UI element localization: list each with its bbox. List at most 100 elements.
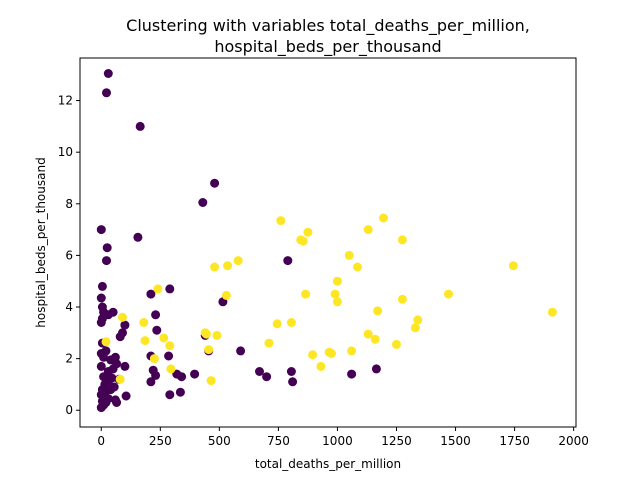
data-point-cluster-0 — [146, 289, 156, 299]
data-point-cluster-1 — [327, 349, 336, 358]
data-point-cluster-0 — [146, 377, 156, 387]
data-point-cluster-1 — [363, 329, 373, 339]
data-point-cluster-1 — [332, 297, 342, 307]
y-axis-label: hospital_beds_per_thousand — [34, 157, 48, 327]
y-axis: 0 2 4 6 8 10 12 — [58, 94, 80, 417]
data-point-cluster-1 — [286, 318, 296, 327]
x-tick-label: 2000 — [558, 434, 589, 448]
data-point-cluster-1 — [115, 374, 125, 384]
chart-title-line-2: hospital_beds_per_thousand — [214, 37, 441, 57]
data-point-cluster-0 — [121, 391, 131, 401]
data-point-cluster-1 — [508, 261, 518, 271]
data-point-cluster-1 — [444, 289, 453, 299]
data-point-cluster-0 — [96, 293, 106, 303]
data-point-cluster-1 — [200, 328, 210, 338]
data-point-cluster-1 — [332, 276, 342, 286]
data-point-cluster-1 — [303, 227, 313, 237]
points-layer — [96, 69, 557, 413]
data-point-cluster-0 — [190, 369, 200, 379]
data-point-cluster-1 — [316, 361, 326, 371]
x-tick-label: 1250 — [381, 434, 412, 448]
x-tick-label: 500 — [208, 434, 231, 448]
data-point-cluster-0 — [96, 318, 106, 327]
data-point-cluster-1 — [233, 256, 243, 266]
data-point-cluster-1 — [204, 345, 214, 355]
data-point-cluster-1 — [298, 236, 308, 246]
y-tick-label: 0 — [65, 403, 73, 417]
x-axis-label: total_deaths_per_million — [255, 457, 401, 471]
data-point-cluster-1 — [149, 354, 159, 364]
y-tick-label: 10 — [58, 145, 73, 159]
data-point-cluster-1 — [308, 350, 318, 360]
data-point-cluster-1 — [397, 235, 407, 245]
data-point-cluster-0 — [135, 121, 145, 131]
data-point-cluster-0 — [101, 346, 111, 356]
data-point-cluster-1 — [276, 216, 286, 226]
data-point-cluster-1 — [272, 319, 282, 329]
data-point-cluster-1 — [118, 312, 127, 322]
data-point-cluster-1 — [301, 289, 311, 299]
data-point-cluster-1 — [264, 338, 274, 348]
x-tick-label: 750 — [267, 434, 290, 448]
data-point-cluster-0 — [236, 346, 246, 356]
data-point-cluster-1 — [373, 306, 383, 316]
data-point-cluster-0 — [371, 364, 381, 374]
data-point-cluster-0 — [151, 310, 161, 320]
data-point-cluster-0 — [210, 178, 220, 188]
data-point-cluster-1 — [139, 318, 149, 327]
data-point-cluster-0 — [288, 377, 298, 387]
data-point-cluster-0 — [112, 359, 122, 369]
data-point-cluster-0 — [120, 361, 130, 371]
data-point-cluster-0 — [164, 351, 174, 361]
data-point-cluster-1 — [101, 337, 111, 347]
data-point-cluster-0 — [165, 284, 175, 294]
data-point-cluster-0 — [112, 398, 122, 407]
data-point-cluster-0 — [262, 372, 272, 382]
y-tick-label: 6 — [65, 248, 73, 262]
data-point-cluster-1 — [210, 262, 220, 272]
data-point-cluster-1 — [330, 289, 340, 299]
data-point-cluster-0 — [165, 390, 175, 400]
plot-area-frame — [79, 57, 577, 428]
data-point-cluster-0 — [347, 369, 357, 379]
x-tick-label: 1750 — [499, 434, 530, 448]
data-point-cluster-1 — [370, 334, 380, 344]
data-point-cluster-0 — [108, 307, 118, 317]
data-point-cluster-0 — [102, 256, 111, 266]
x-tick-label: 0 — [97, 434, 105, 448]
data-point-cluster-1 — [221, 290, 231, 300]
data-point-cluster-0 — [102, 243, 112, 253]
data-point-cluster-0 — [115, 332, 125, 342]
data-point-cluster-1 — [140, 336, 150, 346]
data-point-cluster-0 — [198, 198, 208, 207]
data-point-cluster-1 — [363, 225, 373, 235]
data-point-cluster-1 — [353, 262, 362, 272]
data-point-cluster-1 — [223, 261, 233, 271]
data-point-cluster-1 — [347, 346, 357, 356]
data-point-cluster-0 — [255, 367, 264, 376]
data-point-cluster-1 — [410, 323, 420, 333]
data-point-cluster-0 — [97, 281, 107, 291]
chart-title-line-1: Clustering with variables total_deaths_p… — [126, 16, 530, 36]
data-point-cluster-0 — [96, 403, 106, 413]
data-point-cluster-1 — [159, 333, 169, 343]
data-point-cluster-1 — [165, 341, 175, 351]
data-point-cluster-1 — [413, 315, 423, 325]
y-tick-label: 4 — [65, 300, 73, 314]
x-axis: 0 250 500 750 1000 1250 1500 1750 2000 — [97, 427, 589, 448]
data-point-cluster-1 — [379, 213, 388, 223]
x-tick-label: 1500 — [440, 434, 471, 448]
data-point-cluster-1 — [397, 294, 407, 304]
data-point-cluster-0 — [102, 88, 111, 98]
x-tick-label: 1000 — [322, 434, 353, 448]
data-point-cluster-0 — [175, 387, 185, 397]
data-point-cluster-1 — [206, 376, 216, 386]
y-tick-label: 12 — [58, 94, 73, 108]
data-point-cluster-0 — [151, 370, 161, 380]
data-point-cluster-0 — [286, 367, 296, 376]
data-point-cluster-1 — [344, 250, 354, 260]
data-point-cluster-1 — [166, 364, 176, 374]
data-point-cluster-1 — [547, 307, 557, 317]
